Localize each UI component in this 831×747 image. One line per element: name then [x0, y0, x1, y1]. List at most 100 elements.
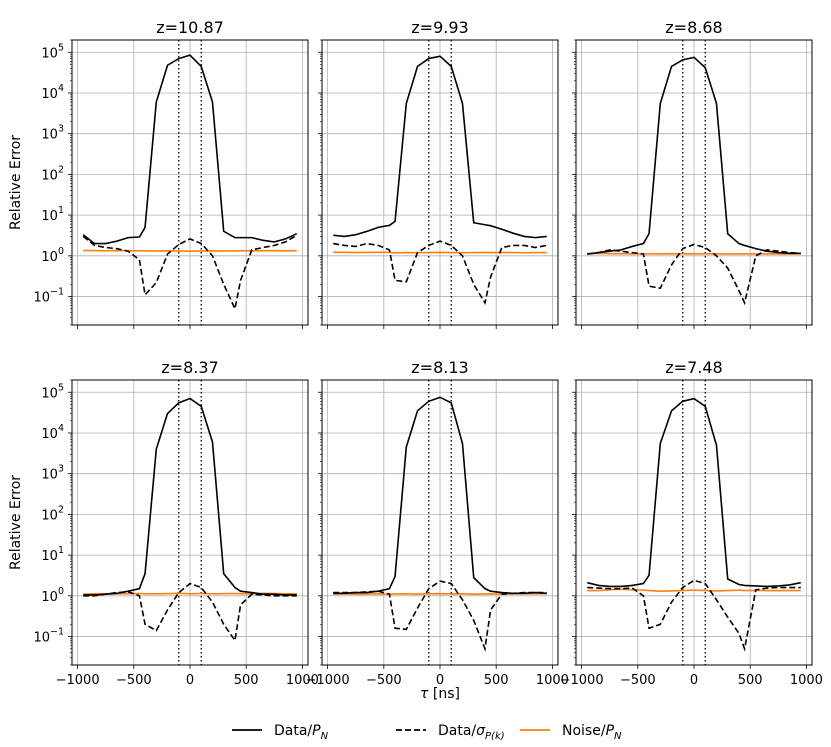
series-line-data-sigma: [587, 243, 801, 306]
series-line-noise-pn: [333, 251, 547, 254]
y-tick-base: 10: [33, 291, 50, 306]
x-tick-label: 500: [484, 673, 509, 688]
legend-label-Data/sigma_P(k): Data/σP(k): [438, 723, 505, 742]
panel-title: z=9.93: [411, 18, 468, 37]
y-tick-base: 10: [41, 590, 58, 605]
series-line-noise-pn: [587, 588, 801, 592]
x-axis-label: τ [ns]: [420, 686, 460, 702]
y-tick-base: 10: [33, 631, 50, 646]
x-tick-label: 500: [738, 673, 763, 688]
y-axis-label: Relative Error: [8, 475, 24, 570]
y-tick-label: 100: [41, 246, 64, 265]
y-tick-label: 103: [41, 464, 64, 483]
y-tick-exponent: 3: [58, 124, 64, 135]
panel-title: z=7.48: [665, 358, 722, 377]
x-tick-label: 500: [234, 673, 259, 688]
y-tick-label: 104: [41, 83, 64, 102]
y-tick-exponent: 3: [58, 464, 64, 475]
x-tick-label: 0: [690, 673, 698, 688]
series-line-data-pn: [333, 55, 547, 239]
x-tick-label: 1000: [286, 673, 319, 688]
series-line-data-sigma: [82, 234, 298, 312]
series-line-data-pn: [587, 397, 801, 588]
panel-title: z=8.37: [161, 358, 218, 377]
y-tick-base: 10: [41, 209, 58, 224]
legend-label-subscript: N: [321, 731, 329, 742]
y-tick-exponent: 0: [58, 246, 64, 257]
legend-label-symbol: σ: [476, 723, 486, 739]
plot-area: [333, 55, 547, 305]
legend-label-text: Data/: [274, 723, 312, 739]
y-tick-label: 104: [41, 423, 64, 442]
panel-4: −1000 −500 0 500 100010−1100101102103104105z…: [8, 358, 319, 688]
series-line-data-pn: [333, 396, 547, 595]
panel-5: −1000 −500 0 500 1000 z=8.13: [306, 358, 569, 688]
y-tick-exponent: 0: [58, 586, 64, 597]
x-axis-label-symbol: τ: [420, 686, 429, 702]
panel-2: z=9.93: [318, 18, 559, 329]
legend-label-text: Data/: [438, 723, 476, 739]
x-tick-label: −1000: [306, 673, 350, 688]
y-tick-exponent: 2: [58, 164, 64, 175]
y-tick-base: 10: [41, 46, 58, 61]
x-tick-label: −500: [366, 673, 402, 688]
panel-title: z=8.13: [411, 358, 468, 377]
plot-area: [587, 397, 801, 652]
y-tick-label: 10−1: [33, 287, 64, 306]
x-tick-label: 1000: [790, 673, 823, 688]
legend-label-subscript: P(k): [485, 731, 505, 742]
series-line-data-pn: [82, 54, 298, 245]
y-tick-base: 10: [41, 386, 58, 401]
y-tick-label: 105: [41, 382, 64, 401]
y-tick-exponent: −1: [50, 287, 64, 298]
y-tick-exponent: 2: [58, 504, 64, 515]
y-tick-base: 10: [41, 128, 58, 143]
panel-6: −1000 −500 0 500 1000 z=7.48: [560, 358, 823, 688]
y-tick-exponent: 1: [58, 545, 64, 556]
y-tick-label: 101: [41, 205, 64, 224]
x-tick-label: 0: [436, 673, 444, 688]
series-line-data-pn: [83, 397, 297, 596]
y-tick-base: 10: [41, 250, 58, 265]
plot-area: [587, 56, 801, 306]
legend-label-subscript: N: [614, 731, 622, 742]
x-tick-label: −1000: [560, 673, 604, 688]
legend: Data/PN Data/σP(k) Noise/PN: [232, 723, 622, 742]
y-tick-label: 102: [41, 504, 64, 523]
plot-area: [83, 397, 297, 643]
panel-title: z=10.87: [156, 18, 224, 37]
legend-label-symbol: P: [606, 723, 615, 739]
y-tick-label: 105: [41, 42, 64, 61]
plot-area: [333, 396, 547, 652]
y-tick-label: 101: [41, 545, 64, 564]
y-tick-label: 102: [41, 164, 64, 183]
legend-label-text: Noise/: [562, 723, 606, 739]
y-tick-base: 10: [41, 168, 58, 183]
legend-label-Noise/P_N: Noise/PN: [562, 723, 622, 742]
y-tick-base: 10: [41, 468, 58, 483]
y-tick-base: 10: [41, 549, 58, 564]
y-tick-exponent: 4: [58, 423, 64, 434]
x-tick-label: 0: [186, 673, 194, 688]
x-tick-label: −500: [620, 673, 656, 688]
series-line-data-sigma: [587, 579, 801, 652]
series-line-noise-pn: [587, 252, 801, 255]
x-axis-label-unit: [ns]: [428, 686, 460, 702]
series-line-noise-pn: [83, 249, 297, 252]
panel-title: z=8.68: [665, 18, 722, 37]
y-tick-label: 100: [41, 586, 64, 605]
y-tick-exponent: 5: [58, 382, 64, 393]
panel-3: z=8.68: [572, 18, 813, 329]
y-tick-exponent: −1: [50, 627, 64, 638]
x-tick-label: −1000: [56, 673, 100, 688]
plot-area: [82, 54, 298, 312]
y-tick-exponent: 5: [58, 42, 64, 53]
x-tick-label: −500: [116, 673, 152, 688]
y-tick-exponent: 1: [58, 205, 64, 216]
y-tick-label: 103: [41, 124, 64, 143]
series-line-data-sigma: [333, 240, 547, 305]
x-tick-label: 1000: [536, 673, 569, 688]
y-tick-exponent: 4: [58, 83, 64, 94]
